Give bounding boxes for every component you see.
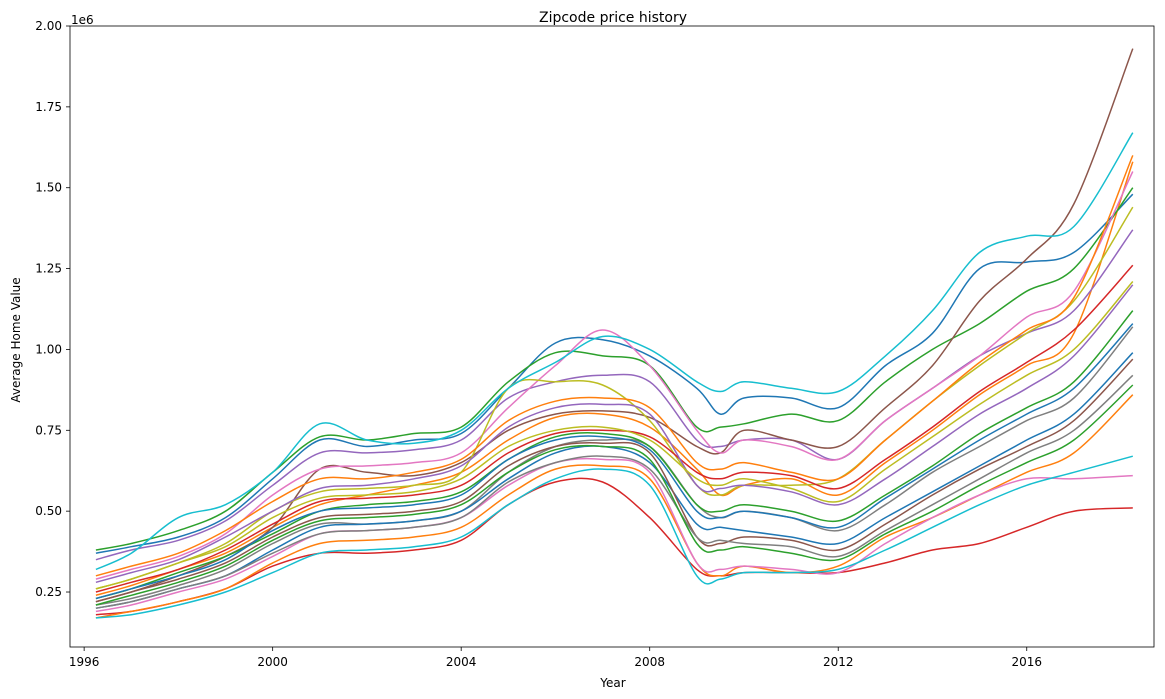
series-line [95, 374, 1134, 609]
y-tick-label: 1.00 [35, 342, 62, 356]
x-tick-label: 2016 [1011, 655, 1042, 669]
series-line [95, 477, 1133, 616]
series-line [95, 281, 1134, 590]
series-group [95, 48, 1134, 619]
chart-title: Zipcode price history [539, 10, 687, 26]
y-tick-label: 0.75 [35, 423, 62, 437]
y-tick-label: 1.50 [35, 181, 62, 195]
series-line [95, 132, 1134, 571]
x-axis-label: Year [599, 676, 625, 690]
series-line [95, 171, 1134, 580]
x-tick-label: 1996 [69, 655, 100, 669]
series-line [95, 193, 1134, 554]
x-tick-label: 2012 [823, 655, 854, 669]
series-line [95, 310, 1134, 600]
series-line [95, 155, 1134, 577]
series-line [95, 229, 1134, 561]
series-line [95, 264, 1134, 593]
x-axis: 1996 2000 2004 2008 2012 2016 [69, 647, 1042, 669]
series-line [95, 284, 1134, 584]
x-tick-label: 2000 [257, 655, 288, 669]
y-axis-offset-label: 1e6 [71, 13, 94, 27]
series-line [95, 457, 1133, 613]
series-line [95, 358, 1134, 603]
y-tick-label: 1.25 [35, 262, 62, 276]
series-line [95, 326, 1134, 606]
series-line [95, 384, 1134, 606]
x-tick-label: 2008 [634, 655, 665, 669]
x-tick-label: 2004 [446, 655, 477, 669]
y-axis-label: Average Home Value [9, 277, 23, 402]
y-tick-label: 0.25 [35, 585, 62, 599]
y-tick-label: 1.75 [35, 100, 62, 114]
plot-frame [69, 25, 1155, 648]
series-line [95, 323, 1134, 600]
y-tick-label: 0.50 [35, 504, 62, 518]
y-axis: 0.25 0.50 0.75 1.00 1.25 1.50 1.75 2.00 [35, 19, 70, 599]
series-line [95, 455, 1133, 619]
y-tick-label: 2.00 [35, 19, 62, 33]
series-line [95, 352, 1134, 609]
